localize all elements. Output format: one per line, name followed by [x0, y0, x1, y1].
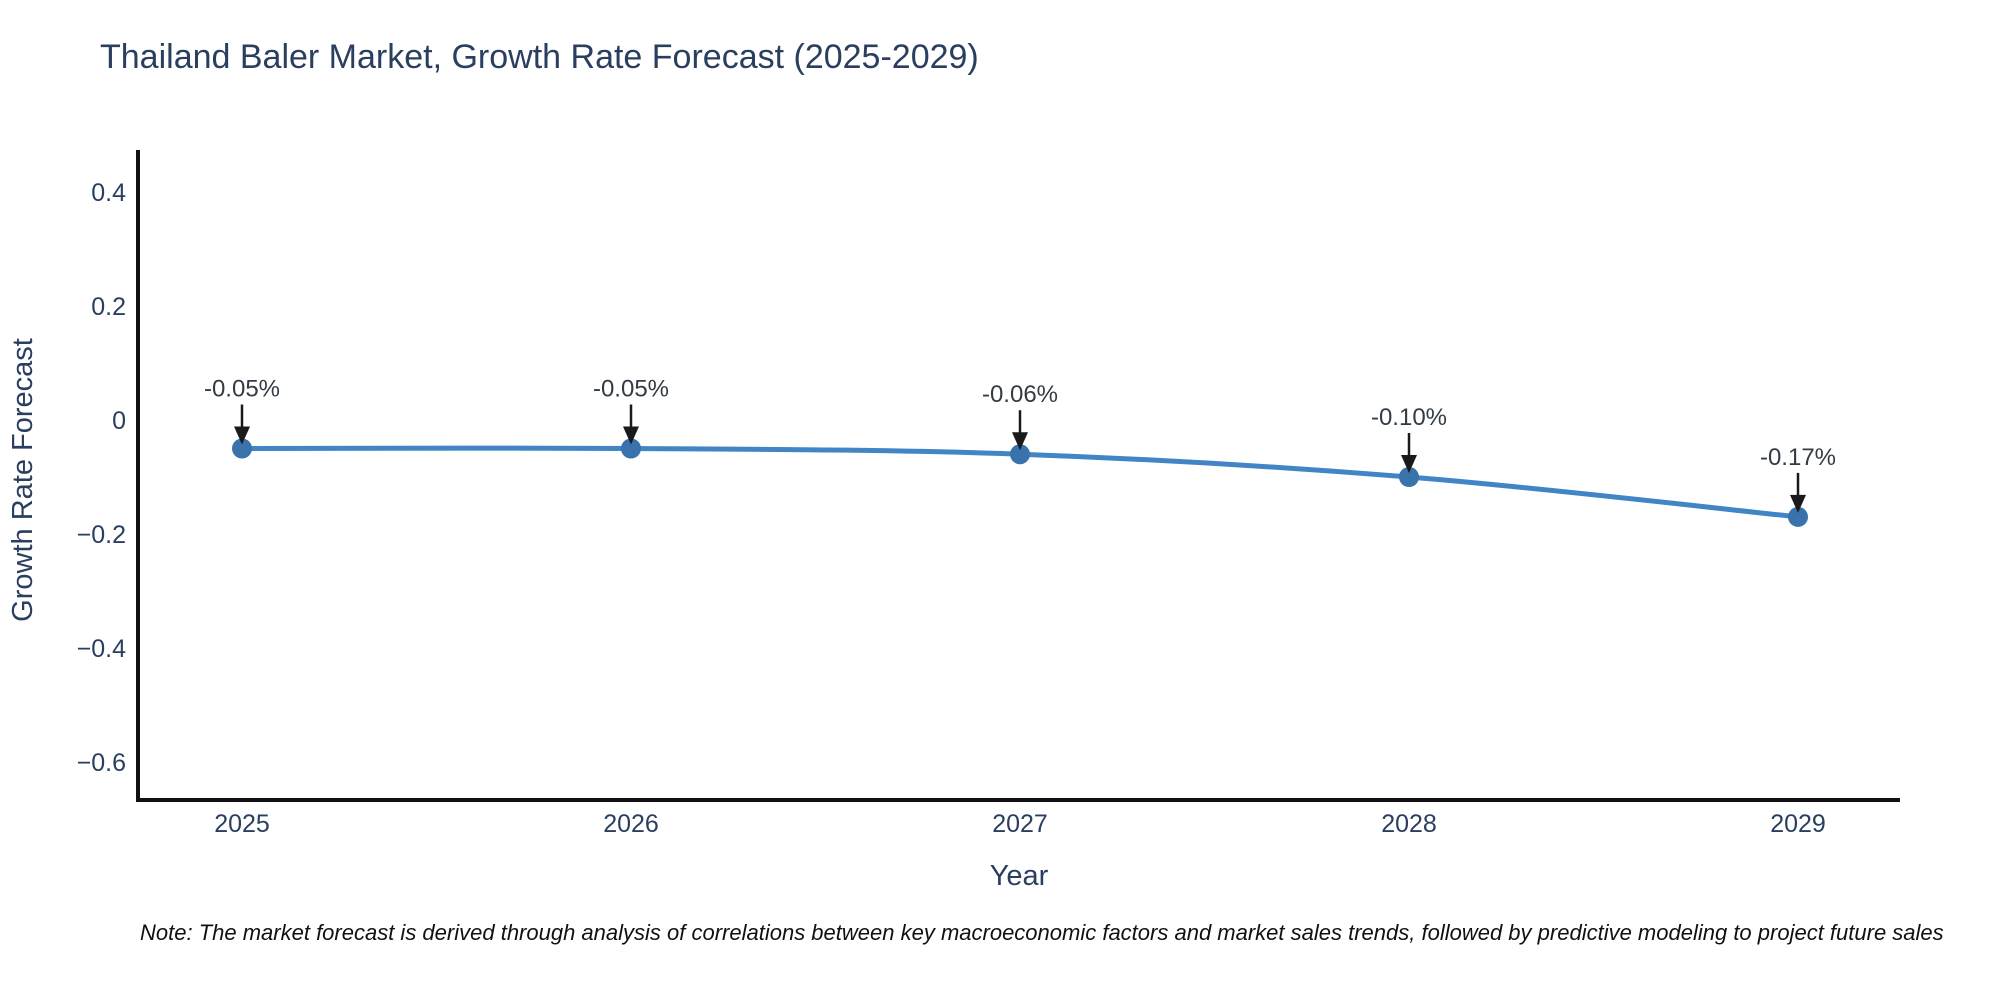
annotation-arrowhead-icon	[1012, 432, 1028, 451]
point-annotations: -0.05% -0.05% -0.06% -0.10% -0.17%	[204, 376, 1836, 513]
x-axis-title: Year	[990, 860, 1049, 892]
footnote: Note: The market forecast is derived thr…	[140, 920, 1944, 945]
point-annotation: -0.06%	[982, 381, 1058, 451]
annotation-arrowhead-icon	[234, 426, 250, 445]
x-tick-label: 2027	[992, 810, 1048, 838]
annotation-arrowhead-icon	[623, 426, 639, 445]
y-tick-label: 0	[112, 407, 126, 435]
y-tick-label: −0.4	[77, 635, 126, 663]
footnote-row: Note: The market forecast is derived thr…	[0, 916, 2000, 956]
chart-title: Thailand Baler Market, Growth Rate Forec…	[100, 38, 979, 76]
point-annotation-label: -0.10%	[1371, 404, 1447, 431]
y-axis-tick-labels: 0.4 0.2 0 −0.2 −0.4 −0.6	[77, 179, 126, 777]
data-point-marker[interactable]	[1010, 444, 1030, 465]
data-point-marker[interactable]	[232, 438, 252, 459]
data-point-marker[interactable]	[1788, 506, 1808, 527]
point-annotation: -0.10%	[1371, 404, 1447, 473]
y-tick-label: 0.2	[91, 293, 126, 321]
point-annotation: -0.05%	[593, 376, 669, 445]
y-tick-label: 0.4	[91, 179, 126, 207]
x-tick-label: 2029	[1770, 810, 1826, 838]
y-axis-title: Growth Rate Forecast	[7, 338, 39, 622]
x-tick-label: 2028	[1381, 810, 1437, 838]
x-axis-tick-labels: 2025 2026 2027 2028 2029	[214, 810, 1826, 838]
annotation-arrowhead-icon	[1401, 455, 1417, 473]
growth-rate-line-chart: 0.4 0.2 0 −0.2 −0.4 −0.6 2025 2026 2027 2028 2029…	[7, 150, 1900, 892]
point-annotation-label: -0.17%	[1760, 444, 1836, 471]
x-tick-label: 2026	[603, 810, 659, 838]
point-annotation-label: -0.05%	[204, 376, 280, 403]
y-tick-label: −0.6	[77, 749, 126, 777]
annotation-arrowhead-icon	[1790, 494, 1806, 513]
data-points	[232, 438, 1808, 527]
data-point-marker[interactable]	[1399, 467, 1419, 487]
y-tick-label: −0.2	[77, 521, 126, 549]
x-tick-label: 2025	[214, 810, 270, 838]
point-annotation-label: -0.05%	[593, 376, 669, 403]
point-annotation: -0.05%	[204, 376, 280, 445]
point-annotation-label: -0.06%	[982, 381, 1058, 408]
data-point-marker[interactable]	[621, 438, 641, 459]
point-annotation: -0.17%	[1760, 444, 1836, 513]
